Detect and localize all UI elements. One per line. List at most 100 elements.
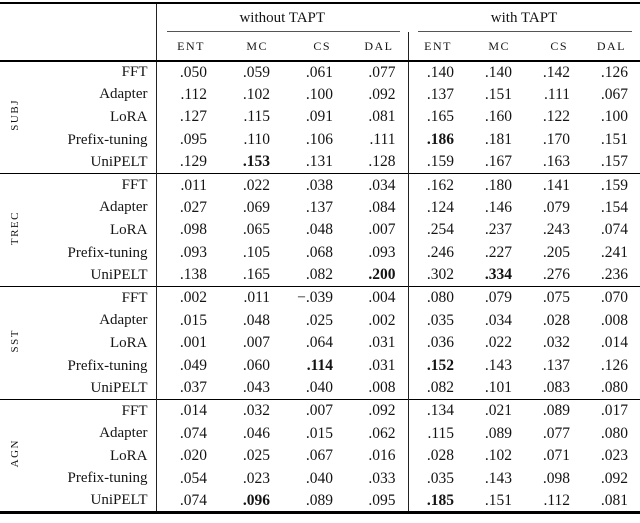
value-cell: .067 [600,85,629,103]
value-cell: .143 [484,357,512,375]
row-label: UniPELT [30,377,157,400]
value-cell: .237 [484,221,512,239]
value-cell: .142 [542,63,570,81]
col-group-without-tapt: without TAPT [156,3,408,32]
col-group-with-tapt: with TAPT [408,3,640,32]
value-cell: .081 [600,491,629,509]
row-label: Prefix-tuning [30,354,157,378]
value-cell: .101 [484,379,512,397]
value-cell: .092 [368,85,396,103]
row-label: Adapter [30,196,157,220]
value-cell: .017 [582,399,640,423]
table-row: AGN FFT .014.032.007.092.134.021.089.017 [0,399,640,513]
value-cell: .128 [368,153,396,171]
value-cell: .049 [179,357,207,375]
value-cell: .241 [600,244,629,262]
value-cell: .122 [542,108,570,126]
value-cell: .180 [466,173,524,197]
value-cell: .064 [305,334,333,352]
value-cell: .025 [305,311,333,329]
value-cell: .020 [179,447,207,465]
value-cell: .011 [156,173,219,197]
value-cell: .126 [600,357,629,375]
row-label: LoRA [30,445,157,468]
value-cell: .050 [179,63,207,81]
table-header: without TAPT with TAPT ENT MC CS DAL ENT… [0,3,640,62]
value-cell: .111 [544,85,570,103]
table-row: UniPELT .074 .096 .089 .095 .185 .151 .112 .081 [0,490,640,513]
value-cell: .079 [542,198,570,216]
value-cell: .035 [407,309,466,333]
value-cell: .080 [600,424,629,442]
value-cell: .082 [407,377,466,400]
value-cell: .093 [368,244,396,262]
table-row: SUBJ FFT .050 .059 .061 .077 .140 .140 .142 .126 [0,61,640,131]
row-label: FFT [30,399,157,423]
value-cell: .115 [407,422,466,446]
value-cell: .060 [242,357,270,375]
value-cell: .014 [156,399,219,423]
value-cell: .074 [179,491,207,509]
value-cell: .091 [305,108,333,126]
row-label: LoRA [30,332,157,355]
col-header-cs: CS [282,32,345,62]
table-row: LoRA .098 .065 .048 .007 .254 .237 .243 .074 [0,219,640,242]
col-header-cs-tapt: CS [524,32,582,62]
value-cell: .126 [600,63,629,81]
value-cell: .302 [407,264,466,287]
value-cell: .089 [305,491,333,509]
value-cell: .236 [600,266,629,284]
row-group-label: TREC [9,210,21,246]
value-cell: .007 [368,221,396,239]
value-cell: .165 [407,106,466,129]
table-row: Prefix-tuning .095 .110 .106 .111 .186 .181 .17… [0,128,640,152]
value-cell: .151 [600,131,629,149]
value-cell: .098 [542,469,570,487]
value-cell: .080 [600,379,629,397]
value-cell: .102 [242,85,270,103]
value-cell: .011 [219,286,282,310]
table-row: UniPELT .138 .165 .082 .200 .302 .334 .276 .236 [0,264,640,287]
value-cell: .002 [368,311,396,329]
value-cell: .152 [407,354,466,378]
row-label: FFT [30,286,157,310]
table-row: Prefix-tuning .049 .060 .114 .031 .152 .143 .13… [0,354,640,378]
row-label: Prefix-tuning [30,241,157,265]
value-cell: .040 [305,469,333,487]
row-label: LoRA [30,106,157,129]
value-cell: .022 [484,334,512,352]
value-cell: .054 [179,469,207,487]
row-label: Adapter [30,422,157,446]
value-cell: .157 [600,153,629,171]
col-group-label: with TAPT [490,10,558,26]
value-cell: .032 [219,399,282,423]
value-cell: .008 [600,311,629,329]
value-cell: .077 [542,424,570,442]
value-cell: .077 [368,63,396,81]
value-cell: .205 [542,244,570,262]
value-cell: .014 [600,334,629,352]
value-cell: .034 [484,311,512,329]
table-row: LoRA .127 .115 .091 .081 .165 .160 .122 .100 [0,106,640,129]
col-header-dal-tapt: DAL [582,32,640,62]
value-cell: .137 [407,83,466,107]
col-header-dal: DAL [345,32,408,62]
value-cell: .093 [179,244,207,262]
col-group-label: without TAPT [239,10,326,26]
col-header-ent-tapt: ENT [407,32,466,62]
table-row: Prefix-tuning .054 .023 .040 .033 .035 .143 .09… [0,467,640,491]
value-cell: .140 [407,61,466,84]
value-cell: .043 [242,379,270,397]
value-cell: .096 [242,491,270,509]
value-cell: .089 [524,399,582,423]
value-cell: .016 [368,447,396,465]
value-cell: .138 [179,266,207,284]
value-cell: .102 [484,447,512,465]
table-row: LoRA .020 .025 .067 .016 .028 .102 .071 .023 [0,445,640,468]
row-group-cell: AGN [0,399,30,513]
value-cell: .095 [368,491,396,509]
value-cell: .129 [179,153,207,171]
value-cell: .200 [368,266,396,284]
